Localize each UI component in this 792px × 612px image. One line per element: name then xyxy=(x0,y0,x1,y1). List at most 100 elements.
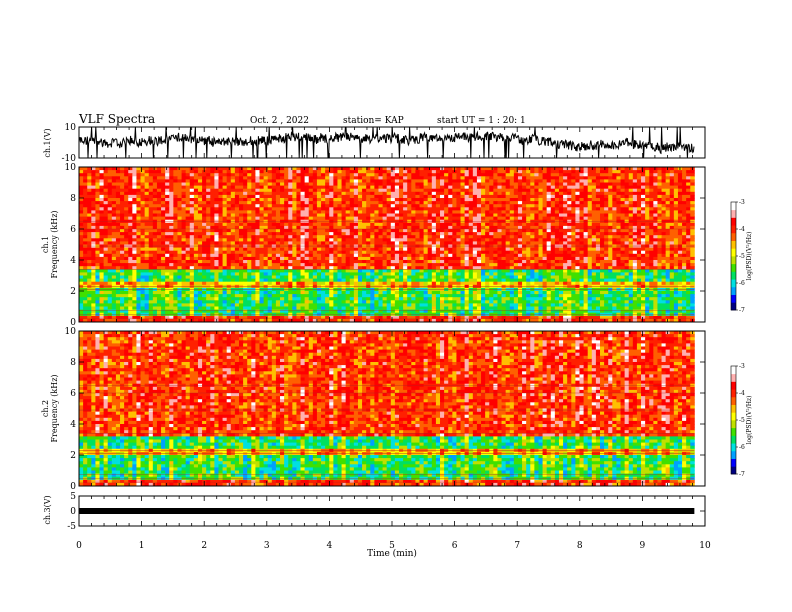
spectrogram-cell xyxy=(509,173,515,177)
spectrogram-cell xyxy=(538,198,543,202)
spectrogram-cell xyxy=(321,191,326,196)
spectrogram-cell xyxy=(530,198,535,202)
spectrogram-cell xyxy=(107,263,113,267)
spectrogram-cell xyxy=(161,232,166,236)
spectrogram-cell xyxy=(124,201,129,205)
spectrogram-cell xyxy=(300,216,306,221)
spectrogram-cell xyxy=(431,188,437,193)
spectrogram-cell xyxy=(79,229,84,233)
spectrogram-cell xyxy=(238,216,244,221)
spectrogram-cell xyxy=(485,167,490,171)
spectrogram-cell xyxy=(653,207,658,211)
spectrogram-cell xyxy=(456,253,461,258)
spectrogram-cell xyxy=(275,204,281,208)
spectrogram-cell xyxy=(136,216,141,221)
spectrogram-cell xyxy=(185,207,191,211)
spectrogram-cell xyxy=(542,204,548,208)
spectrogram-cell xyxy=(513,170,519,174)
spectrogram-cell xyxy=(587,179,593,183)
spectrogram-cell xyxy=(575,176,580,180)
spectrogram-cell xyxy=(546,210,552,214)
spectrogram-cell xyxy=(657,232,662,236)
spectrogram-cell xyxy=(554,204,560,208)
spectrogram-cell xyxy=(312,222,318,227)
spectrogram-cell xyxy=(632,235,638,239)
spectrogram-cell xyxy=(341,241,347,245)
spectrogram-cell xyxy=(690,235,695,239)
spectrogram-cell xyxy=(624,201,630,205)
spectrogram-cell xyxy=(152,176,158,180)
spectrogram-cell xyxy=(337,198,342,202)
spectrogram-cell xyxy=(538,247,543,252)
spectrogram-cell xyxy=(423,185,429,190)
spectrogram-cell xyxy=(460,210,466,214)
spectrogram-cell xyxy=(382,191,388,196)
spectrogram-cell xyxy=(386,210,392,214)
spectrogram-cell xyxy=(489,256,494,261)
spectrogram-cell xyxy=(505,238,511,242)
spectrogram-cell xyxy=(124,238,129,242)
spectrogram-cell xyxy=(337,201,342,205)
spectrogram-cell xyxy=(226,247,232,252)
spectrogram-cell xyxy=(481,225,486,230)
spectrogram-cell xyxy=(197,238,203,242)
spectrogram-cell xyxy=(624,213,630,217)
spectrogram-cell xyxy=(448,198,453,202)
spectrogram-cell xyxy=(481,188,486,193)
spectrogram-cell xyxy=(181,241,187,245)
spectrogram-cell xyxy=(382,260,388,264)
spectrogram-cell xyxy=(230,185,236,190)
spectrogram-cell xyxy=(600,247,605,252)
spectrogram-cell xyxy=(452,247,457,252)
spectrogram-cell xyxy=(370,204,375,208)
spectrogram-cell xyxy=(79,176,84,180)
spectrogram-cell xyxy=(218,207,223,211)
spectrogram-cell xyxy=(526,207,531,211)
spectrogram-cell xyxy=(308,170,314,174)
spectrogram-cell xyxy=(600,204,605,208)
spectrogram-cell xyxy=(452,198,457,202)
spectrogram-cell xyxy=(99,250,105,255)
spectrogram-cell xyxy=(357,167,363,171)
spectrogram-cell xyxy=(448,229,453,233)
spectrogram-cell xyxy=(509,250,515,255)
spectrogram-cell xyxy=(489,232,494,236)
spectrogram-cell xyxy=(87,241,92,245)
spectrogram-cell xyxy=(144,191,150,196)
spectrogram-cell xyxy=(665,207,671,211)
spectrogram-cell xyxy=(152,263,158,267)
spectrogram-cell xyxy=(550,185,556,190)
spectrogram-cell xyxy=(148,179,154,183)
spectrogram-cell xyxy=(312,238,318,242)
spectrogram-cell xyxy=(558,201,564,205)
spectrogram-cell xyxy=(682,191,687,196)
spectrogram-cell xyxy=(206,207,211,211)
spectrogram-cell xyxy=(132,170,137,174)
spectrogram-cell xyxy=(349,263,355,267)
spectrogram-cell xyxy=(476,179,482,183)
spectrogram-cell xyxy=(103,194,109,199)
spectrogram-cell xyxy=(247,201,252,205)
spectrogram-cell xyxy=(460,263,466,267)
spectrogram-cell xyxy=(645,201,650,205)
spectrogram-cell xyxy=(247,198,252,202)
spectrogram-cell xyxy=(263,194,269,199)
spectrogram-cell xyxy=(628,207,634,211)
spectrogram-cell xyxy=(571,170,576,174)
spectrogram-cell xyxy=(189,263,195,267)
spectrogram-cell xyxy=(411,232,416,236)
spectrogram-cell xyxy=(218,188,223,193)
spectrogram-cell xyxy=(653,256,658,261)
spectrogram-cell xyxy=(230,198,236,202)
spectrogram-cell xyxy=(435,170,441,174)
spectrogram-cell xyxy=(124,176,129,180)
spectrogram-cell xyxy=(308,222,314,227)
spectrogram-cell xyxy=(554,201,560,205)
spectrogram-cell xyxy=(595,241,601,245)
spectrogram-cell xyxy=(567,256,572,261)
spectrogram-cell xyxy=(464,213,470,217)
spectrogram-cell xyxy=(415,185,420,190)
spectrogram-cell xyxy=(222,225,228,230)
spectrogram-cell xyxy=(366,263,371,267)
spectrogram-cell xyxy=(238,194,244,199)
